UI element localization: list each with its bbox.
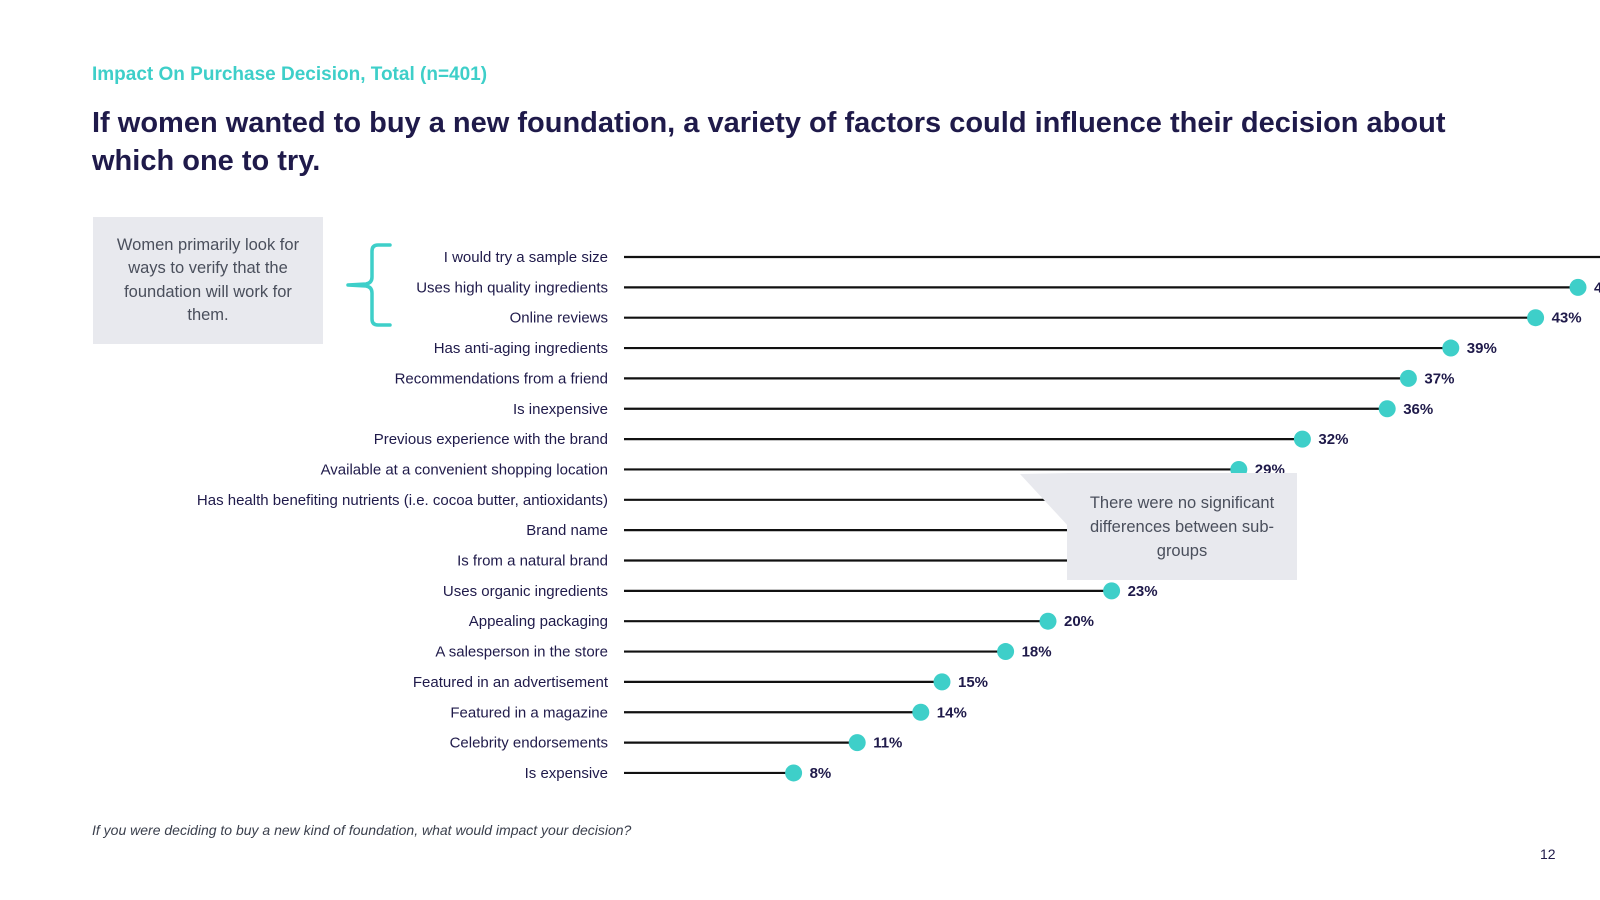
page-number: 12 bbox=[1540, 846, 1556, 862]
category-label: I would try a sample size bbox=[444, 249, 608, 266]
lollipop-dot bbox=[1103, 582, 1121, 600]
category-label: Featured in a magazine bbox=[450, 704, 608, 721]
category-label: Brand name bbox=[526, 522, 608, 539]
lollipop-dot bbox=[1293, 430, 1311, 448]
insight-callout-left: Women primarily look for ways to verify … bbox=[93, 217, 323, 344]
lollipop-dot bbox=[1569, 278, 1587, 296]
callout-pointer-icon bbox=[1020, 473, 1070, 528]
category-label: Appealing packaging bbox=[469, 613, 608, 630]
value-label: 20% bbox=[1064, 613, 1094, 630]
category-label: Celebrity endorsements bbox=[450, 735, 608, 752]
lollipop-dot bbox=[1039, 612, 1057, 630]
lollipop-dot bbox=[912, 703, 930, 721]
value-label: 43% bbox=[1552, 310, 1582, 327]
value-label: 23% bbox=[1128, 583, 1158, 600]
category-label: Has anti-aging ingredients bbox=[434, 340, 608, 357]
bracket-icon bbox=[346, 243, 392, 327]
page-headline: If women wanted to buy a new foundation,… bbox=[92, 107, 1446, 177]
category-label: Is inexpensive bbox=[513, 401, 608, 418]
value-label: 8% bbox=[810, 765, 832, 782]
insight-callout-left-text: Women primarily look for ways to verify … bbox=[116, 235, 300, 325]
insight-callout-right: There were no significant differences be… bbox=[1067, 473, 1297, 580]
category-label: Uses high quality ingredients bbox=[416, 279, 608, 296]
value-label: 37% bbox=[1424, 370, 1454, 387]
category-label: Uses organic ingredients bbox=[443, 583, 608, 600]
lollipop-dot bbox=[1442, 339, 1460, 357]
chart-eyebrow-title: Impact On Purchase Decision, Total (n=40… bbox=[92, 64, 488, 85]
value-label: 18% bbox=[1022, 644, 1052, 661]
value-label: 45% bbox=[1594, 279, 1600, 296]
category-label: Recommendations from a friend bbox=[395, 370, 608, 387]
lollipop-dot bbox=[848, 734, 866, 752]
category-label: Featured in an advertisement bbox=[413, 674, 609, 691]
value-label: 11% bbox=[873, 735, 902, 752]
category-label: Available at a convenient shopping locat… bbox=[321, 461, 608, 478]
insight-callout-right-text: There were no significant differences be… bbox=[1089, 493, 1275, 560]
category-label: Is expensive bbox=[525, 765, 608, 782]
value-label: 14% bbox=[937, 704, 967, 721]
category-label: Online reviews bbox=[510, 310, 608, 327]
lollipop-dot bbox=[1378, 400, 1396, 418]
value-label: 32% bbox=[1318, 431, 1348, 448]
category-label: Is from a natural brand bbox=[457, 553, 608, 570]
value-label: 15% bbox=[958, 674, 988, 691]
category-label: Has health benefiting nutrients (i.e. co… bbox=[197, 492, 608, 509]
value-label: 39% bbox=[1467, 340, 1497, 357]
lollipop-dot bbox=[997, 643, 1015, 661]
lollipop-dot bbox=[933, 673, 951, 691]
lollipop-dot bbox=[1527, 309, 1545, 327]
survey-question-footnote: If you were deciding to buy a new kind o… bbox=[92, 822, 632, 838]
lollipop-dot bbox=[1399, 369, 1417, 387]
value-label: 36% bbox=[1403, 401, 1433, 418]
category-label: A salesperson in the store bbox=[435, 644, 608, 661]
category-label: Previous experience with the brand bbox=[374, 431, 608, 448]
lollipop-dot bbox=[785, 764, 803, 782]
